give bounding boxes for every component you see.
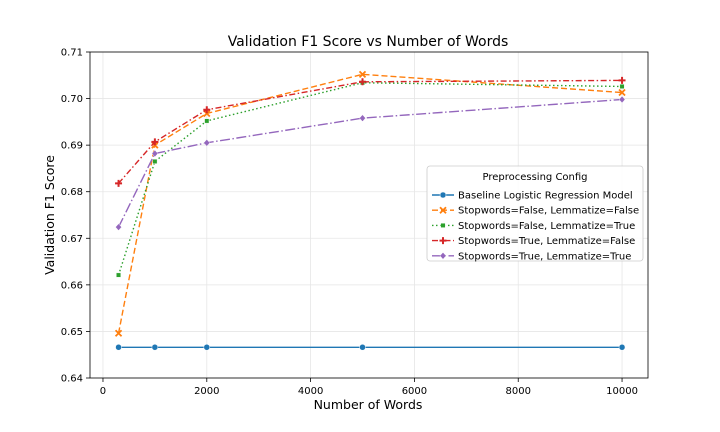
data-point xyxy=(203,106,211,114)
legend-entry: Stopwords=False, Lemmatize=False xyxy=(432,206,639,217)
y-tick-label: 0.64 xyxy=(61,374,83,385)
data-point xyxy=(618,95,626,104)
legend-marker xyxy=(439,252,447,260)
data-point xyxy=(116,272,121,278)
legend-title: Preprocessing Config xyxy=(482,172,587,183)
data-point xyxy=(152,159,158,164)
data-point xyxy=(618,88,626,97)
y-tick-label: 0.66 xyxy=(61,280,83,291)
legend: Preprocessing Config Baseline Logistic Re… xyxy=(426,165,644,262)
y-tick-label: 0.71 xyxy=(61,48,83,59)
x-tick-label: 6000 xyxy=(402,386,427,397)
data-point xyxy=(358,70,367,78)
x-tick-label: 0 xyxy=(100,386,106,397)
data-point xyxy=(151,344,159,351)
series-lines xyxy=(114,70,626,351)
data-point xyxy=(203,139,211,147)
axes: 0 2000 4000 6000 8000 10000 0.64 0.65 0.66 0.67 0.… xyxy=(61,48,649,397)
data-point xyxy=(115,223,122,231)
series-1 xyxy=(115,344,626,351)
plot-frame xyxy=(89,51,649,379)
legend-label: Stopwords=False, Lemmatize=True xyxy=(458,221,635,232)
data-point xyxy=(151,138,159,146)
x-tick-label: 10000 xyxy=(606,386,638,397)
legend-entry: Stopwords=False, Lemmatize=True xyxy=(432,221,635,232)
legend-label: Baseline Logistic Regression Model xyxy=(458,191,633,202)
data-point xyxy=(618,76,626,84)
data-point xyxy=(359,114,366,122)
y-tick-label: 0.68 xyxy=(61,187,83,198)
legend-label: Stopwords=True, Lemmatize=True xyxy=(458,251,631,262)
legend-entry: Stopwords=True, Lemmatize=False xyxy=(432,236,635,247)
data-point xyxy=(618,344,626,351)
data-point xyxy=(203,344,211,351)
data-point xyxy=(359,344,366,351)
series-5 xyxy=(115,95,626,231)
series-4 xyxy=(115,76,626,187)
data-point xyxy=(151,149,159,158)
legend-box xyxy=(426,165,644,262)
y-tick-label: 0.67 xyxy=(61,234,83,245)
legend-marker xyxy=(440,222,446,228)
x-tick-label: 4000 xyxy=(298,386,323,397)
data-point xyxy=(114,329,123,337)
legend-entry: Stopwords=True, Lemmatize=True xyxy=(432,251,631,262)
legend-label: Stopwords=True, Lemmatize=False xyxy=(458,236,635,247)
data-point xyxy=(115,344,122,351)
data-point xyxy=(204,118,210,124)
legend-marker xyxy=(439,206,447,214)
data-point xyxy=(619,84,625,89)
y-tick-label: 0.65 xyxy=(61,327,83,338)
data-point xyxy=(115,179,123,187)
x-tick-label: 8000 xyxy=(506,386,531,397)
legend-entry: Baseline Logistic Regression Model xyxy=(432,191,633,202)
chart-title: Validation F1 Score vs Number of Words xyxy=(228,34,509,50)
y-tick-label: 0.69 xyxy=(61,141,83,152)
data-point xyxy=(359,78,367,86)
y-axis-label: Validation F1 Score xyxy=(42,155,57,275)
legend-marker xyxy=(439,191,447,199)
legend-label: Stopwords=False, Lemmatize=False xyxy=(458,206,639,217)
x-tick-label: 2000 xyxy=(194,386,219,397)
x-axis-label: Number of Words xyxy=(314,397,423,412)
y-tick-label: 0.70 xyxy=(61,94,83,105)
legend-marker xyxy=(439,237,447,245)
